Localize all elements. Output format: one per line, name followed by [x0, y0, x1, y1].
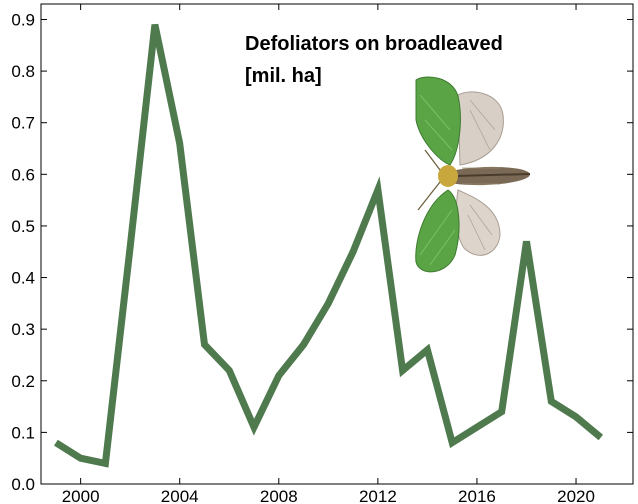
x-tick-label: 2004 — [161, 487, 199, 504]
series-layer — [54, 23, 604, 468]
y-tick-label: 0.4 — [11, 269, 35, 288]
y-tick-label: 0.1 — [11, 423, 35, 442]
x-tick-label: 2012 — [359, 487, 397, 504]
x-tick-label: 2000 — [62, 487, 100, 504]
chart-title-line-1: Defoliators on broadleaved — [245, 33, 503, 55]
y-tick-label: 0.3 — [11, 320, 35, 339]
y-tick-label: 0.2 — [11, 372, 35, 391]
plot-border — [40, 3, 634, 485]
x-axis: 2000 2004 2008 2012 2016 2020 — [62, 4, 595, 504]
chart-title-line-2: [mil. ha] — [245, 65, 322, 87]
y-tick-label: 0.0 — [11, 475, 35, 494]
y-tick-label: 0.7 — [11, 114, 35, 133]
series-line — [54, 23, 604, 468]
y-tick-label: 0.5 — [11, 217, 35, 236]
green-moth-icon — [415, 76, 531, 273]
y-tick-label: 0.6 — [11, 165, 35, 184]
y-tick-label: 0.9 — [11, 10, 35, 29]
y-axis: 0.0 0.1 0.2 0.3 0.4 0.5 0.6 0.7 0.8 0.9 — [11, 10, 633, 494]
plot-frame — [40, 3, 634, 485]
x-tick-label: 2020 — [557, 487, 595, 504]
x-tick-label: 2016 — [458, 487, 496, 504]
y-tick-label: 0.8 — [11, 62, 35, 81]
x-tick-label: 2008 — [260, 487, 298, 504]
